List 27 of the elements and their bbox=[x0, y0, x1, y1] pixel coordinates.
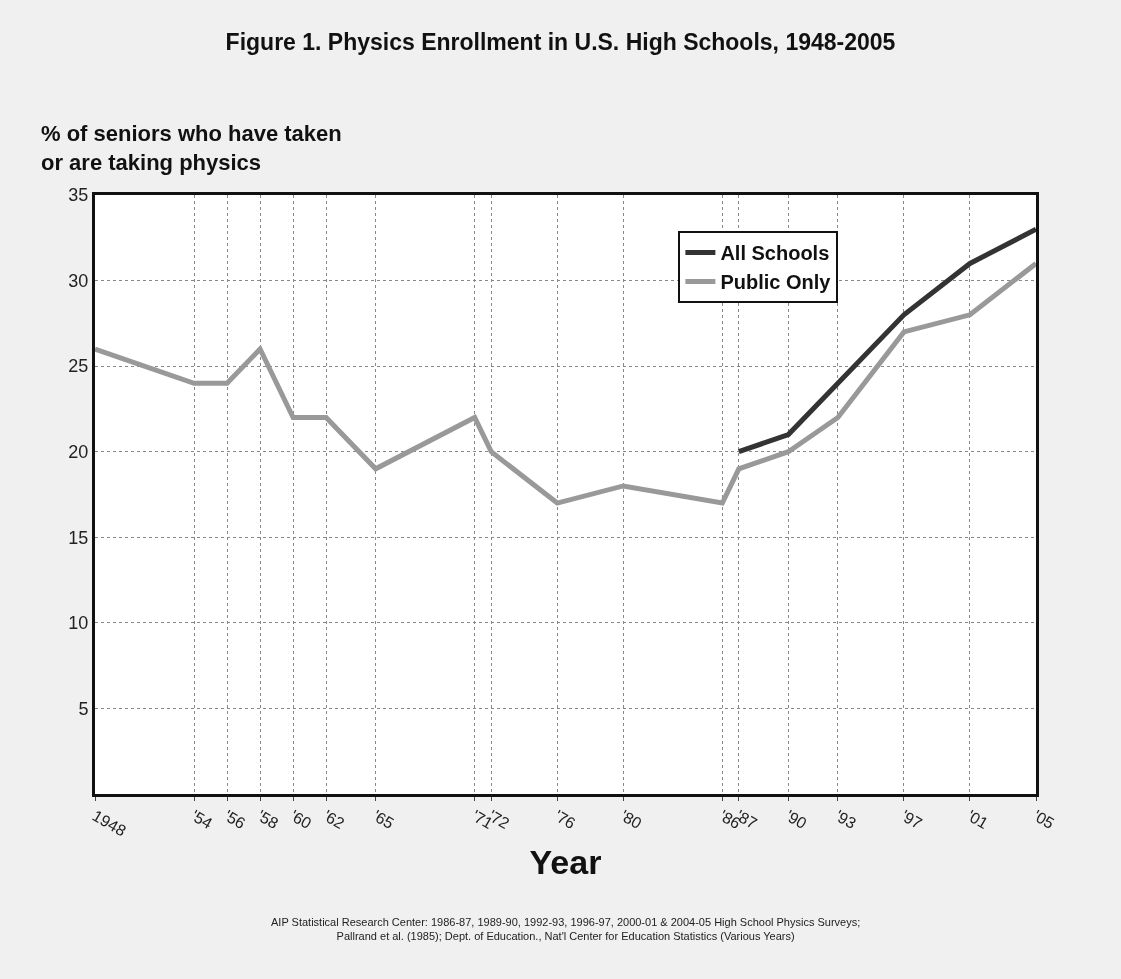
legend-label: Public Only bbox=[720, 271, 832, 294]
x-tick-label: '05 bbox=[1030, 807, 1058, 833]
y-tick-label: 5 bbox=[78, 698, 89, 719]
x-tick-label: '76 bbox=[551, 807, 579, 833]
x-tick-label: '01 bbox=[964, 807, 992, 833]
x-tick-label: '62 bbox=[320, 807, 348, 833]
y-tick-label: 25 bbox=[68, 356, 89, 377]
x-axis-title: Year bbox=[529, 842, 602, 881]
y-tick-label: 15 bbox=[68, 527, 89, 548]
x-tick-label: '80 bbox=[617, 807, 645, 833]
y-tick-label: 30 bbox=[68, 270, 89, 291]
x-tick-label: '65 bbox=[370, 807, 397, 833]
text: AIP Statistical Research Center: 1986-87, 1989-90, 1992-93, 1996-97, 2000-01 & 2004-05 High School Physics Surveys; Pallrand et al. (1985); Dept. of Education., Nat'l Center for Education Statistics (Various Years) bbox=[271, 916, 861, 943]
x-tick-label: '54 bbox=[188, 807, 216, 833]
legend-label: All Schools bbox=[720, 242, 830, 265]
x-tick-label: 1948 bbox=[89, 807, 129, 840]
y-tick-label: 10 bbox=[68, 613, 89, 634]
x-tick-label: '56 bbox=[221, 807, 249, 833]
x-tick-label: '97 bbox=[898, 807, 926, 833]
chart-title: Figure 1. Physics Enrollment in U.S. High Schools, 1948-2005 bbox=[225, 29, 896, 56]
y-tick-label: 35 bbox=[68, 185, 89, 206]
x-tick-label: '58 bbox=[254, 807, 282, 833]
x-tick-label: '93 bbox=[832, 807, 860, 833]
x-tick-label: '90 bbox=[782, 807, 810, 833]
y-axis-title: % of seniors who have taken or are taking physics bbox=[41, 121, 342, 175]
x-tick-label: '60 bbox=[287, 807, 315, 833]
y-tick-label: 20 bbox=[68, 442, 89, 463]
